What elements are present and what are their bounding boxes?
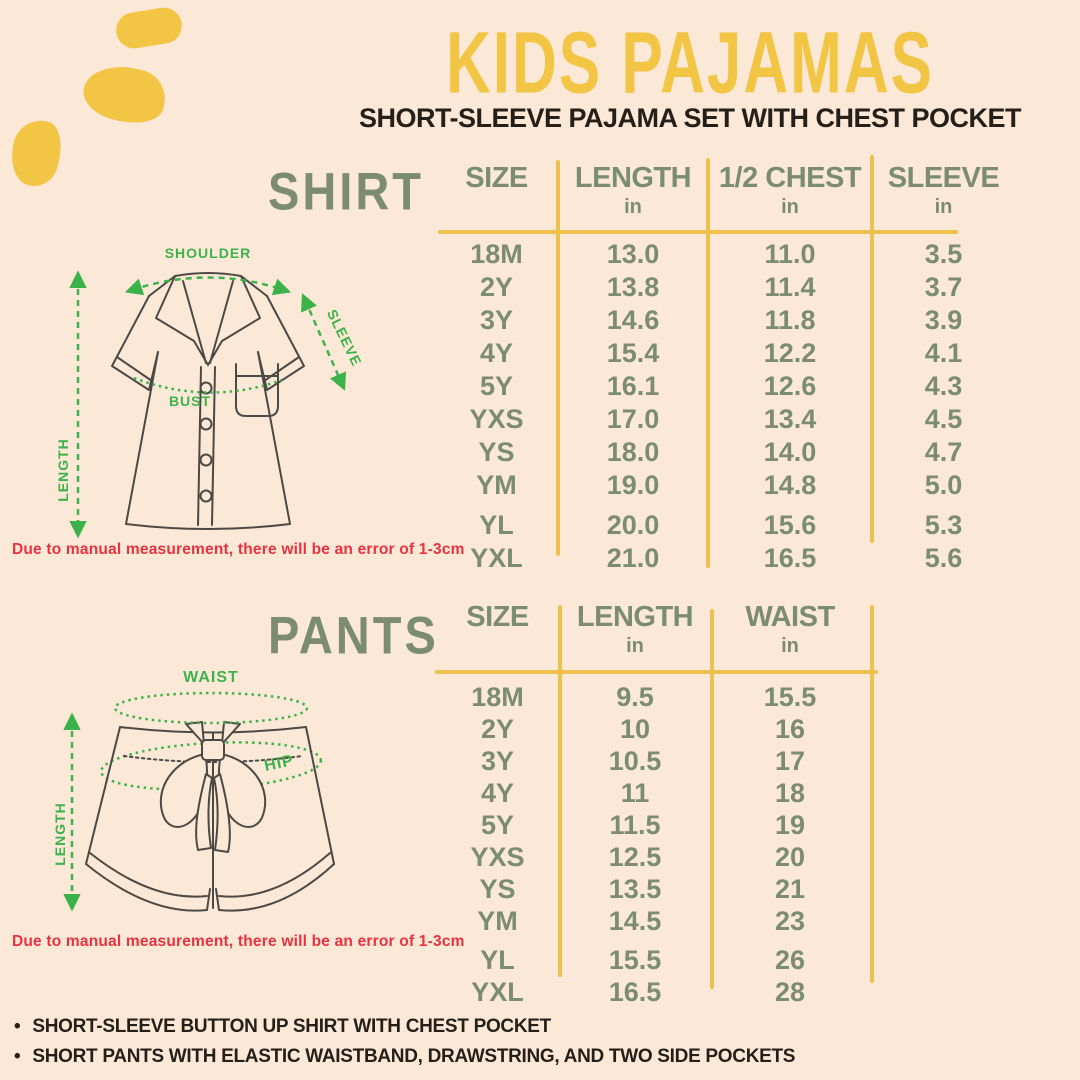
waist-label: WAIST (183, 669, 239, 686)
table-divider (706, 158, 710, 568)
table-row: 3Y 14.6 11.8 3.9 (479, 305, 963, 335)
table-row: 2Y 13.8 11.4 3.7 (479, 272, 963, 302)
column-header: SIZE (466, 601, 529, 633)
list-item: • SHORT PANTS WITH ELASTIC WAISTBAND, DR… (14, 1042, 795, 1072)
table-divider (870, 155, 874, 543)
sun-stroke-icon (5, 115, 67, 191)
shoulder-arrow-icon (124, 276, 292, 296)
column-header: LENGTH in (576, 601, 694, 657)
sun-stroke-icon (113, 5, 185, 51)
pants-table-header: SIZE LENGTH in WAIST in (435, 597, 875, 659)
table-row: YS 13.5 21 (479, 874, 806, 904)
table-row: YXS 17.0 13.4 4.5 (469, 404, 963, 434)
table-row: YXL 21.0 16.5 5.6 (470, 543, 963, 573)
pants-outline (85, 726, 335, 912)
table-row: 18M 13.0 11.0 3.5 (470, 239, 963, 269)
sun-stroke-icon (77, 54, 173, 134)
table-row: YL 15.5 26 (480, 945, 806, 975)
table-divider (870, 605, 874, 983)
feature-text: SHORT PANTS WITH ELASTIC WAISTBAND, DRAW… (32, 1046, 796, 1067)
shirt-disclaimer: Due to manual measurement, there will be… (12, 541, 465, 558)
column-header: WAIST in (745, 601, 835, 657)
table-row: 4Y 15.4 12.2 4.1 (479, 338, 963, 368)
table-row: 5Y 11.5 19 (480, 810, 806, 840)
hip-curve-icon (99, 741, 323, 791)
pants-measurement-arrows: WAIST HIP LENGTH (52, 669, 309, 912)
table-row: YXS 12.5 20 (470, 842, 806, 872)
length-label: LENGTH (55, 438, 71, 502)
table-row: 2Y 10 16 (480, 714, 806, 744)
sleeve-arrow-icon (301, 293, 346, 391)
product-feature-list: • SHORT-SLEEVE BUTTON UP SHIRT WITH CHES… (14, 1012, 795, 1072)
shirt-table-header: SIZE LENGTH in 1/2 CHEST in SLEEVE in (435, 158, 1015, 220)
shirt-section-heading: SHIRT (268, 161, 424, 221)
bust-label: BUST (169, 393, 211, 409)
shirt-size-table: SIZE LENGTH in 1/2 CHEST in SLEEVE in 18M 13… (435, 155, 1015, 573)
table-divider (558, 605, 562, 977)
column-header: 1/2 CHEST in (718, 162, 862, 218)
table-row: 18M 9.5 15.5 (471, 682, 817, 712)
bust-curve-icon (133, 376, 283, 394)
column-header: SLEEVE in (887, 162, 1000, 218)
table-divider (438, 230, 958, 234)
table-row: 4Y 11 18 (480, 778, 806, 808)
table-row: YM 14.5 23 (477, 906, 806, 936)
page-subtitle: SHORT-SLEEVE PAJAMA SET WITH CHEST POCKE… (358, 103, 1022, 133)
pants-disclaimer: Due to manual measurement, there will be… (12, 933, 465, 950)
table-row: YS 18.0 14.0 4.7 (478, 437, 963, 467)
pants-size-table: SIZE LENGTH in WAIST in 18M 9.5 15.5 2Y 10 16 … (435, 597, 878, 1007)
length-label: LENGTH (52, 802, 68, 866)
shirt-table-body: 18M 13.0 11.0 3.5 2Y 13.8 11.4 3.7 3Y 14.6 11.8 3… (435, 238, 1015, 575)
table-divider (435, 670, 878, 674)
table-row: 3Y 10.5 17 (480, 746, 806, 776)
table-divider (556, 160, 560, 556)
sleeve-label: SLEEVE (324, 307, 365, 369)
column-header: SIZE (465, 162, 528, 194)
table-divider (710, 609, 714, 989)
feature-text: SHORT-SLEEVE BUTTON UP SHIRT WITH CHEST … (32, 1016, 551, 1037)
pants-table-body: 18M 9.5 15.5 2Y 10 16 3Y 10.5 17 4Y 11 18 5Y 11.5… (435, 681, 875, 1008)
waist-curve-icon (113, 691, 309, 725)
drawstring-bow-icon (159, 721, 267, 853)
bullet-icon: • (14, 1046, 21, 1067)
table-row: YXL 16.5 28 (471, 977, 806, 1007)
list-item: • SHORT-SLEEVE BUTTON UP SHIRT WITH CHES… (14, 1012, 795, 1042)
table-row: 5Y 16.1 12.6 4.3 (479, 371, 963, 401)
table-row: YL 20.0 15.6 5.3 (479, 510, 963, 540)
page-title: KIDS PAJAMAS (446, 15, 934, 112)
hip-label: HIP (263, 752, 296, 775)
pants-measurement-diagram: WAIST HIP LENGTH (52, 669, 335, 912)
shirt-measurement-arrows: SHOULDER SLEEVE LENGTH BUST (55, 245, 365, 539)
bullet-icon: • (14, 1016, 21, 1037)
pants-section-heading: PANTS (268, 605, 439, 665)
shirt-measurement-diagram: SHOULDER SLEEVE LENGTH BUST (55, 245, 365, 539)
shoulder-label: SHOULDER (165, 245, 252, 261)
column-header: LENGTH in (574, 162, 692, 218)
table-row: YM 19.0 14.8 5.0 (476, 470, 963, 500)
